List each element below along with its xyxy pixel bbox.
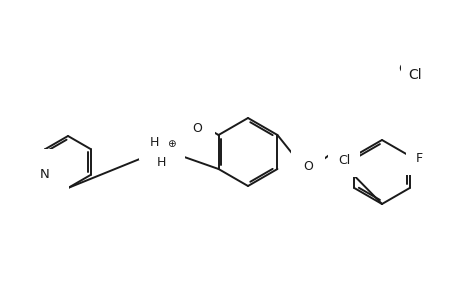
Text: H: H xyxy=(149,136,158,149)
Text: F: F xyxy=(415,152,422,164)
Text: H: H xyxy=(156,155,165,169)
Text: O: O xyxy=(302,160,312,173)
Text: N: N xyxy=(39,169,49,182)
Text: N: N xyxy=(157,145,168,159)
Text: ⊕: ⊕ xyxy=(166,139,175,149)
Text: Cl: Cl xyxy=(337,154,350,166)
Text: O: O xyxy=(192,122,202,136)
Text: Cl: Cl xyxy=(407,68,421,82)
